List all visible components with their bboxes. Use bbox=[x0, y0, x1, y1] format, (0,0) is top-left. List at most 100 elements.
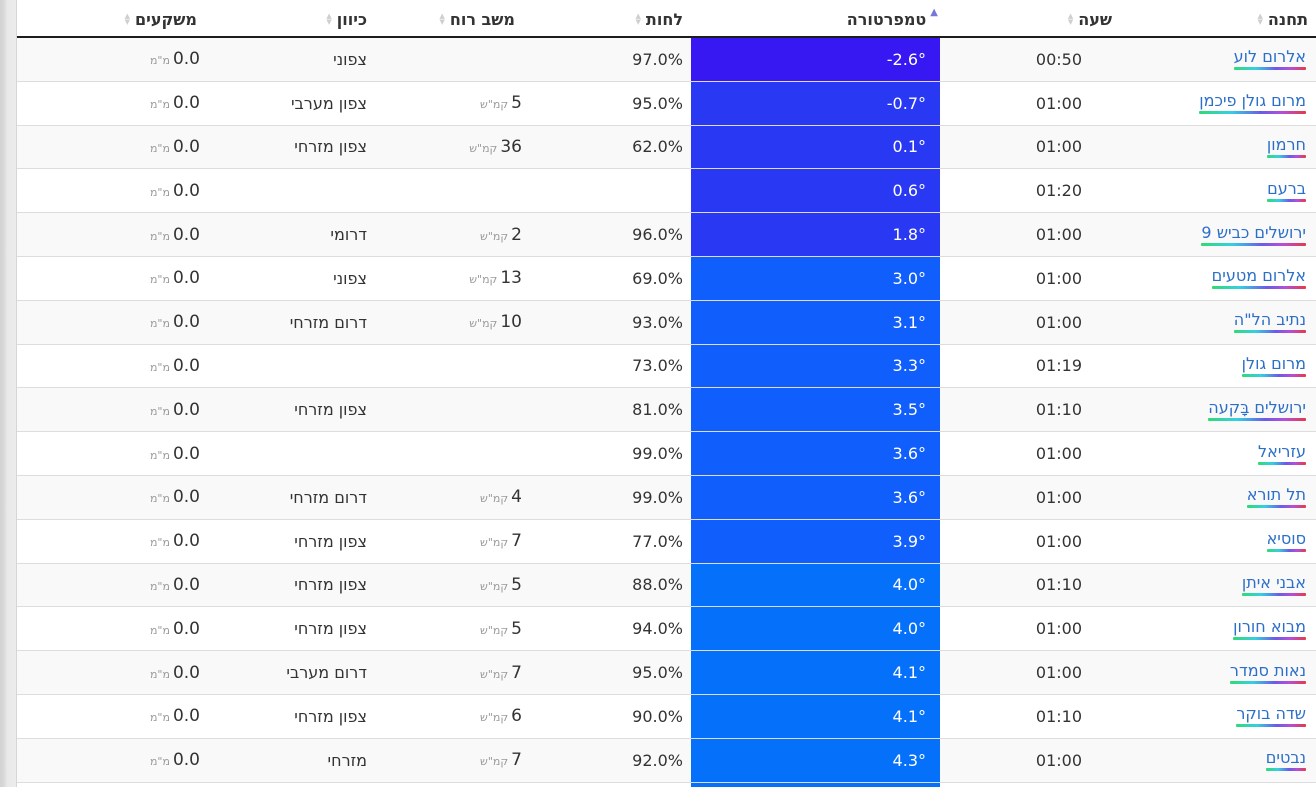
temperature-cell: 4.1° bbox=[691, 694, 940, 738]
precipitation-cell: 0.0מ"מ bbox=[17, 268, 255, 288]
column-header-temperature[interactable]: טמפרטורה bbox=[691, 0, 940, 36]
column-header-humidity[interactable]: לחות bbox=[555, 0, 691, 36]
temperature-value: -2.6° bbox=[886, 49, 926, 69]
wind-gust-cell: 13קמ"ש bbox=[400, 268, 555, 288]
wind-gust-unit: קמ"ש bbox=[480, 229, 509, 243]
precipitation-cell: 0.0מ"מ bbox=[17, 225, 255, 245]
time-cell: 01:00 bbox=[1035, 487, 1082, 507]
station-link[interactable]: ירושלים בָּקעה bbox=[1208, 398, 1306, 422]
station-link[interactable]: נתיב הל"ה bbox=[1234, 310, 1306, 334]
humidity-cell: 77.0% bbox=[632, 531, 683, 551]
time-cell: 01:00 bbox=[1035, 312, 1082, 332]
wind-gust-value: 36 bbox=[500, 136, 522, 157]
station-link[interactable]: אבני איתן bbox=[1242, 573, 1306, 597]
table-row: מבוא חורון 01:00 4.0° 94.0% 5קמ"ש צפון מ… bbox=[17, 607, 1316, 652]
wind-gust-value: 10 bbox=[500, 312, 522, 333]
wind-gust-cell: 7קמ"ש bbox=[400, 531, 555, 551]
sort-both-icon bbox=[125, 14, 130, 26]
station-link[interactable]: אלרום לוע bbox=[1234, 47, 1306, 71]
wind-gust-value: 5 bbox=[511, 93, 522, 114]
station-cell: מבוא חורון bbox=[1120, 617, 1316, 641]
precipitation-cell: 0.0מ"מ bbox=[17, 356, 255, 376]
column-header-precipitation[interactable]: משקעים bbox=[17, 0, 255, 36]
precipitation-cell: 0.0מ"מ bbox=[17, 531, 255, 551]
wind-gust-unit: קמ"ש bbox=[480, 667, 509, 681]
station-link[interactable]: נאות סמדר bbox=[1230, 661, 1306, 685]
temperature-cell: 0.1° bbox=[691, 125, 940, 169]
precipitation-unit: מ"מ bbox=[149, 185, 170, 199]
precipitation-unit: מ"מ bbox=[149, 711, 170, 725]
temperature-cell: 4.3° bbox=[691, 738, 940, 782]
station-link[interactable]: נבטים bbox=[1266, 748, 1306, 772]
precipitation-cell: 0.0מ"מ bbox=[17, 706, 255, 726]
table-row: נבטים 01:00 4.3° 92.0% 7קמ"ש מזרחי 0.0מ"… bbox=[17, 738, 1316, 783]
humidity-cell: 90.0% bbox=[632, 706, 683, 726]
temperature-cell: -2.6° bbox=[691, 38, 940, 81]
station-link[interactable]: תל תורא bbox=[1247, 485, 1306, 509]
station-link[interactable]: מרום גולן bbox=[1242, 354, 1306, 378]
time-cell: 01:20 bbox=[1035, 181, 1082, 201]
table-row: מרום גולן פיכמן 01:00 -0.7° 95.0% 5קמ"ש … bbox=[17, 81, 1316, 126]
precipitation-cell: 0.0מ"מ bbox=[17, 663, 255, 683]
humidity-cell: 62.0% bbox=[632, 137, 683, 157]
time-cell: 01:00 bbox=[1035, 531, 1082, 551]
precipitation-unit: מ"מ bbox=[149, 141, 170, 155]
wind-gust-unit: קמ"ש bbox=[480, 98, 509, 112]
precipitation-cell: 0.0מ"מ bbox=[17, 444, 255, 464]
humidity-cell: 88.0% bbox=[632, 575, 683, 595]
temperature-value: 3.9° bbox=[892, 531, 926, 551]
temperature-cell: 0.6° bbox=[691, 169, 940, 213]
wind-gust-unit: קמ"ש bbox=[469, 141, 498, 155]
column-header-time[interactable]: שעה bbox=[940, 0, 1120, 36]
precipitation-cell: 0.0מ"מ bbox=[17, 137, 255, 157]
humidity-cell: 92.0% bbox=[632, 750, 683, 770]
precipitation-cell: 0.0מ"מ bbox=[17, 575, 255, 595]
precipitation-unit: מ"מ bbox=[149, 273, 170, 287]
sort-both-icon bbox=[636, 14, 641, 26]
time-cell: 01:19 bbox=[1035, 356, 1082, 376]
temperature-value: 3.5° bbox=[892, 400, 926, 420]
wind-gust-cell bbox=[400, 444, 555, 464]
precipitation-unit: מ"מ bbox=[149, 229, 170, 243]
station-link[interactable]: עזריאל bbox=[1258, 442, 1306, 466]
station-link[interactable]: אלרום מטעים bbox=[1212, 266, 1306, 290]
wind-gust-unit: קמ"ש bbox=[480, 755, 509, 769]
table-header-row: תחנה שעה טמפרטורה לחות משב רוח כיוון bbox=[17, 0, 1316, 38]
wind-gust-cell: 6קמ"ש bbox=[400, 706, 555, 726]
column-header-wind-gust[interactable]: משב רוח bbox=[400, 0, 555, 36]
humidity-cell: 73.0% bbox=[632, 356, 683, 376]
precipitation-value: 0.0 bbox=[172, 487, 200, 508]
column-header-direction[interactable]: כיוון bbox=[255, 0, 400, 36]
wind-gust-cell: 7קמ"ש bbox=[400, 663, 555, 683]
precipitation-value: 0.0 bbox=[172, 49, 200, 70]
precipitation-value: 0.0 bbox=[172, 224, 200, 245]
station-link[interactable]: מבוא חורון bbox=[1233, 617, 1306, 641]
direction-cell: צפוני bbox=[333, 268, 367, 288]
station-link[interactable]: חרמון bbox=[1267, 135, 1306, 159]
precipitation-unit: מ"מ bbox=[149, 448, 170, 462]
station-link[interactable]: שדה בוקר bbox=[1236, 704, 1306, 728]
precipitation-value: 0.0 bbox=[172, 662, 200, 683]
left-scrollbar[interactable] bbox=[0, 0, 17, 787]
column-header-station[interactable]: תחנה bbox=[1120, 0, 1316, 36]
station-link[interactable]: סוסיא bbox=[1267, 529, 1306, 553]
precipitation-unit: מ"מ bbox=[149, 317, 170, 331]
column-header-label: כיוון bbox=[336, 9, 367, 29]
precipitation-value: 0.0 bbox=[172, 180, 200, 201]
precipitation-value: 0.0 bbox=[172, 312, 200, 333]
time-cell: 01:00 bbox=[1035, 619, 1082, 639]
table-row: שדה בוקר 01:10 4.1° 90.0% 6קמ"ש צפון מזר… bbox=[17, 694, 1316, 739]
wind-gust-unit: קמ"ש bbox=[469, 317, 498, 331]
temperature-value: 3.3° bbox=[892, 356, 926, 376]
temperature-cell: 1.8° bbox=[691, 213, 940, 256]
humidity-cell: 99.0% bbox=[632, 444, 683, 464]
wind-gust-unit: קמ"ש bbox=[480, 579, 509, 593]
temperature-value: 4.1° bbox=[892, 706, 926, 726]
precipitation-unit: מ"מ bbox=[149, 667, 170, 681]
station-cell: ירושלים בָּקעה bbox=[1120, 398, 1316, 422]
precipitation-cell: 0.0מ"מ bbox=[17, 93, 255, 113]
station-link[interactable]: ברעם bbox=[1267, 179, 1306, 203]
column-header-label: משב רוח bbox=[449, 9, 515, 29]
station-link[interactable]: מרום גולן פיכמן bbox=[1199, 91, 1306, 115]
station-link[interactable]: ירושלים כביש 9 bbox=[1201, 223, 1306, 247]
